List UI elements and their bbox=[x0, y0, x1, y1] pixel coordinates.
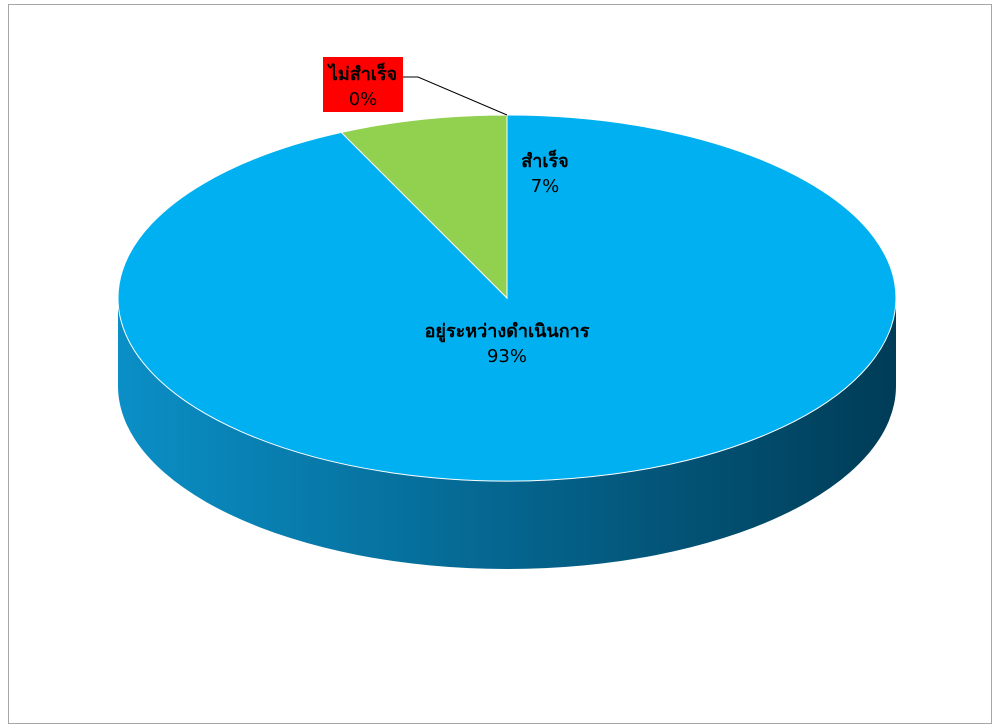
slice-percent-2: 0% bbox=[349, 89, 378, 110]
slice-percent-0: 93% bbox=[487, 346, 527, 367]
pie-labels: อยู่ระหว่างดำเนินการ 93% สำเร็จ 7% ไม่สำเร็จ… bbox=[323, 57, 590, 367]
slice-percent-1: 7% bbox=[531, 176, 560, 197]
pie-chart: อยู่ระหว่างดำเนินการ 93% สำเร็จ 7% ไม่สำเร็จ… bbox=[117, 57, 897, 569]
slice-label-0: อยู่ระหว่างดำเนินการ bbox=[425, 321, 590, 343]
leader-line-2 bbox=[403, 76, 508, 116]
pie-top bbox=[117, 114, 897, 482]
slice-label-2: ไม่สำเร็จ bbox=[327, 62, 397, 85]
pie-side bbox=[118, 298, 896, 569]
slice-label-box-2 bbox=[323, 57, 403, 112]
pie-side-wall bbox=[118, 298, 896, 569]
pie-slice-1 bbox=[340, 114, 508, 300]
slice-label-1: สำเร็จ bbox=[521, 149, 568, 172]
